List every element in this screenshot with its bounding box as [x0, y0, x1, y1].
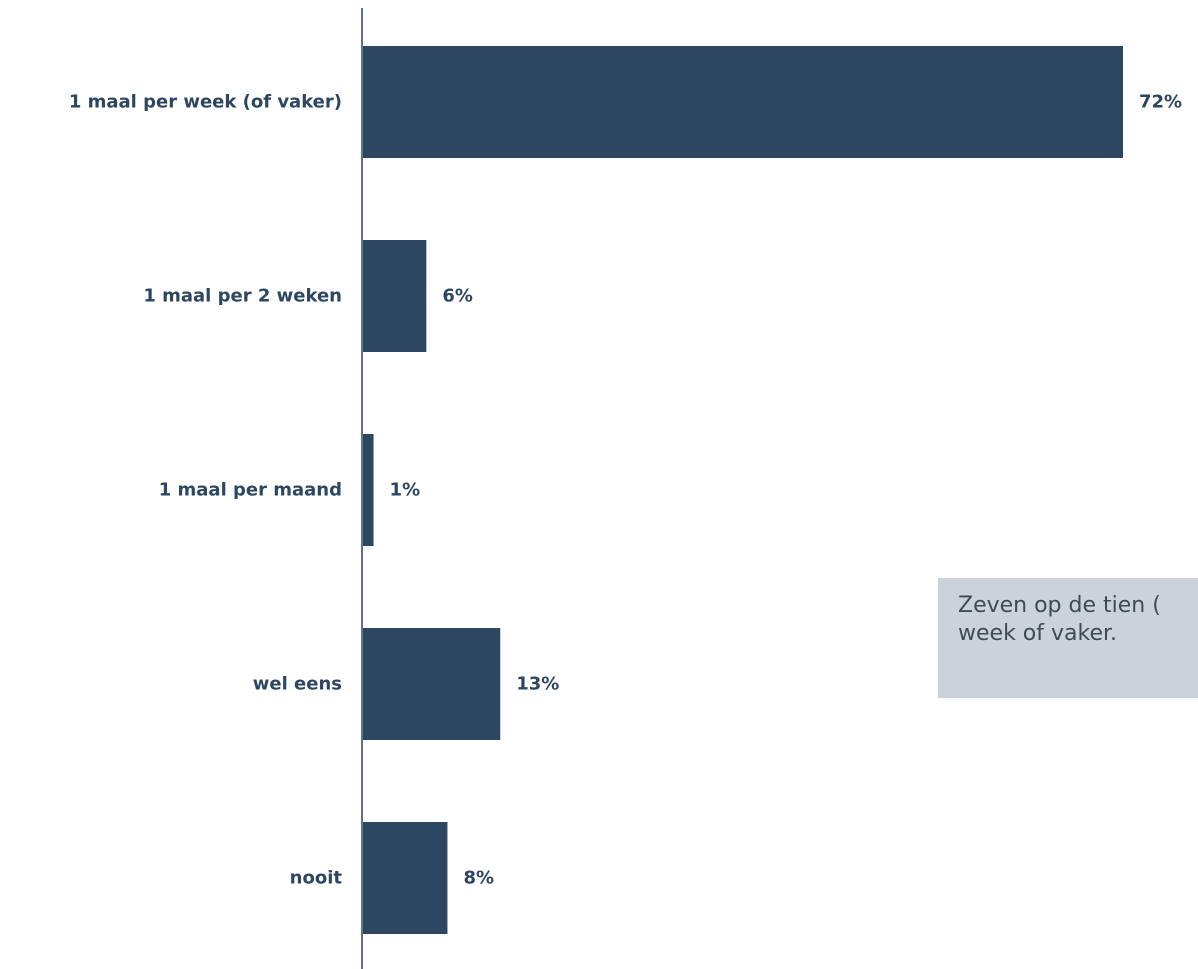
value-label-1-maal-per-2-weken: 6% — [442, 286, 473, 307]
bar-1-maal-per-week-of-vaker — [363, 46, 1123, 158]
annotation-text: Zeven op de tien ( week of vaker. — [958, 593, 1161, 646]
value-label-1-maal-per-maand: 1% — [390, 480, 421, 501]
category-label-1-maal-per-maand: 1 maal per maand — [159, 480, 342, 501]
value-label-wel-eens: 13% — [516, 674, 559, 695]
bar-1-maal-per-2-weken — [363, 240, 427, 352]
value-label-1-maal-per-week-of-vaker: 72% — [1139, 92, 1182, 113]
category-label-1-maal-per-2-weken: 1 maal per 2 weken — [143, 286, 342, 307]
category-labels: 1 maal per week (of vaker) 1 maal per 2 w… — [69, 92, 343, 889]
category-label-wel-eens: wel eens — [253, 674, 342, 695]
bar-nooit — [363, 822, 448, 934]
category-label-1-maal-per-week-of-vaker: 1 maal per week (of vaker) — [69, 92, 342, 113]
category-label-nooit: nooit — [290, 868, 343, 889]
value-label-nooit: 8% — [463, 868, 494, 889]
bar-1-maal-per-maand — [363, 434, 374, 546]
value-labels: 72% 6% 1% 13% 8% — [390, 92, 1183, 889]
annotation-callout: Zeven op de tien ( week of vaker. — [938, 578, 1198, 698]
bar-wel-eens — [363, 628, 501, 740]
bars-layer — [363, 46, 1123, 934]
